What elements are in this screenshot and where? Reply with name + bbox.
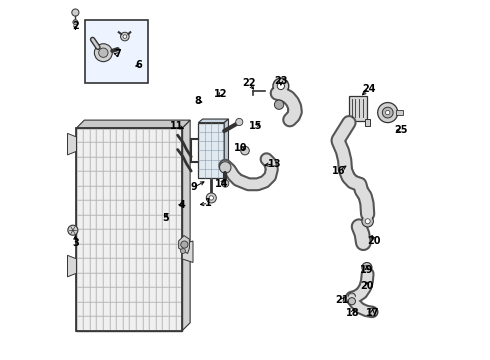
Text: 24: 24	[362, 84, 375, 94]
Circle shape	[180, 248, 186, 253]
Circle shape	[274, 100, 284, 109]
Circle shape	[369, 308, 378, 316]
Circle shape	[378, 103, 398, 123]
Circle shape	[277, 82, 285, 90]
Circle shape	[209, 196, 214, 200]
Circle shape	[123, 35, 126, 39]
Circle shape	[348, 298, 355, 305]
Text: 13: 13	[268, 159, 281, 169]
Text: 7: 7	[114, 49, 121, 59]
Text: 19: 19	[360, 265, 374, 275]
Bar	[346, 119, 351, 126]
Polygon shape	[224, 119, 228, 178]
Bar	[395, 110, 403, 116]
Circle shape	[273, 78, 289, 94]
Text: 4: 4	[179, 200, 186, 210]
Text: 3: 3	[72, 238, 79, 248]
Circle shape	[95, 44, 112, 62]
Circle shape	[221, 180, 229, 187]
Polygon shape	[76, 120, 190, 128]
Polygon shape	[182, 241, 193, 262]
Text: 15: 15	[249, 121, 263, 131]
Circle shape	[365, 219, 370, 224]
Text: 6: 6	[136, 60, 143, 70]
Bar	[198, 123, 224, 178]
Text: 22: 22	[243, 78, 256, 88]
Circle shape	[181, 241, 188, 248]
Circle shape	[362, 216, 373, 227]
Polygon shape	[68, 134, 76, 155]
Circle shape	[241, 146, 249, 155]
Polygon shape	[198, 119, 228, 123]
Polygon shape	[182, 120, 190, 330]
Text: 10: 10	[234, 143, 247, 153]
Circle shape	[348, 293, 355, 300]
Circle shape	[362, 262, 372, 273]
Circle shape	[98, 48, 108, 57]
Bar	[76, 128, 182, 330]
Text: 17: 17	[366, 308, 379, 318]
Text: 25: 25	[394, 125, 408, 135]
Bar	[349, 96, 367, 121]
Circle shape	[382, 107, 393, 118]
Text: 20: 20	[360, 281, 374, 291]
Circle shape	[121, 32, 129, 41]
Polygon shape	[68, 255, 76, 277]
Text: 1: 1	[205, 198, 212, 208]
Circle shape	[206, 193, 216, 203]
Text: 14: 14	[215, 179, 228, 189]
Bar	[76, 128, 182, 330]
Circle shape	[386, 111, 390, 115]
Text: 18: 18	[346, 308, 359, 318]
Text: 2: 2	[72, 21, 79, 31]
Bar	[85, 21, 148, 83]
Text: 9: 9	[191, 182, 197, 192]
Circle shape	[73, 20, 78, 25]
Circle shape	[68, 225, 78, 235]
Text: 5: 5	[163, 213, 170, 222]
Circle shape	[236, 118, 243, 126]
Text: 8: 8	[194, 96, 201, 106]
Bar	[365, 119, 370, 126]
Text: 20: 20	[368, 236, 381, 246]
Text: 16: 16	[332, 166, 346, 176]
Circle shape	[365, 265, 369, 270]
Text: 23: 23	[274, 76, 288, 86]
Circle shape	[72, 9, 79, 16]
Circle shape	[220, 162, 231, 173]
Text: 21: 21	[335, 295, 348, 305]
Text: 11: 11	[170, 121, 184, 131]
Polygon shape	[179, 235, 190, 253]
Text: 12: 12	[214, 89, 227, 99]
